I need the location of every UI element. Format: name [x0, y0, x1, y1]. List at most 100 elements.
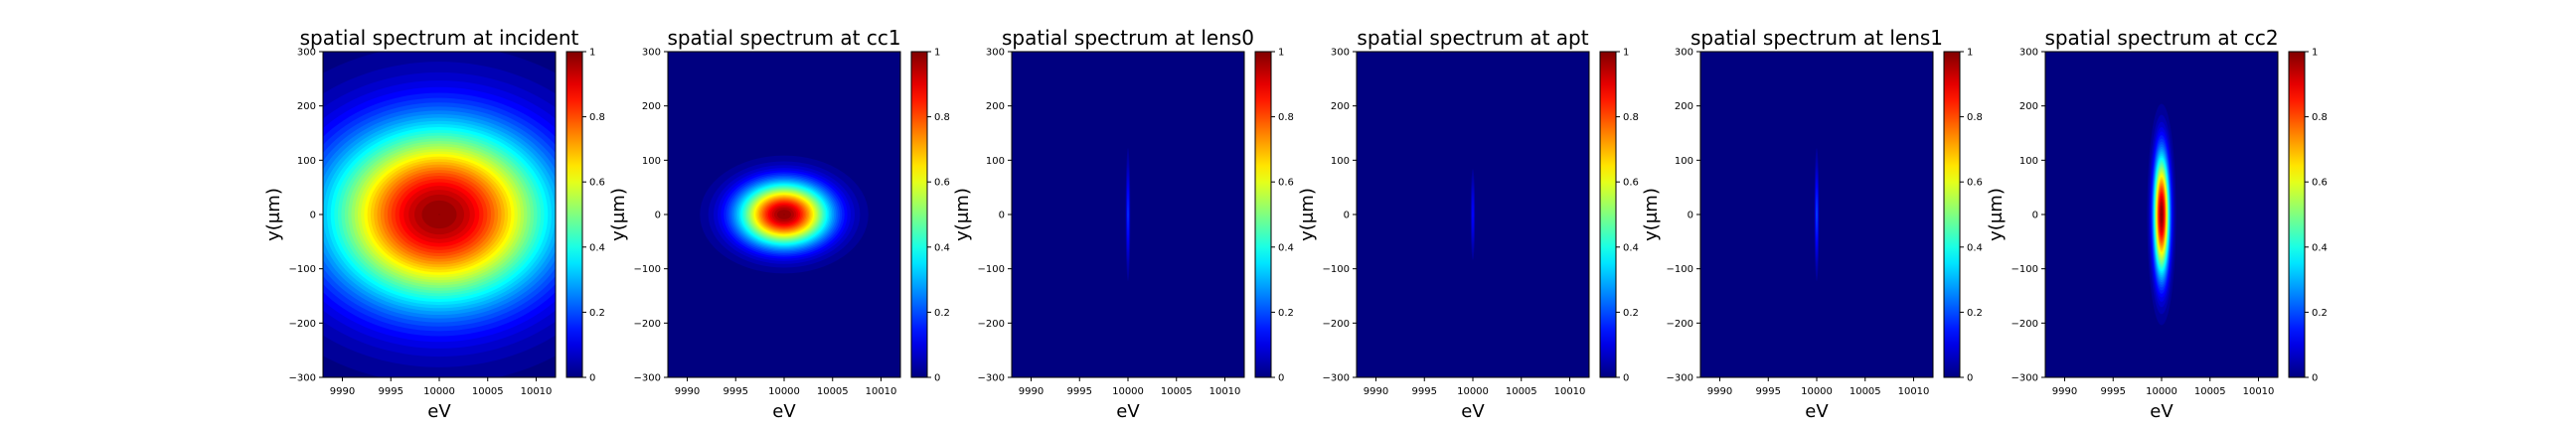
- y-tick-label: 300: [642, 48, 661, 59]
- y-axis-label: y(μm): [1297, 188, 1318, 241]
- chart-title: spatial spectrum at apt: [1357, 26, 1588, 50]
- x-tick-label: 10000: [1457, 386, 1489, 397]
- y-tick-label: −100: [289, 264, 316, 275]
- subplot-0: 9990 9995 10000 10005 10010 −300 −200 −100 0 100 2…: [263, 26, 605, 422]
- x-tick-label: 10010: [521, 386, 553, 397]
- colorbar-tick-label: 0: [2312, 373, 2318, 384]
- y-tick-label: 0: [655, 211, 661, 221]
- y-tick-label: −300: [634, 373, 661, 384]
- x-tick-label: 10005: [2194, 386, 2226, 397]
- y-axis-label: y(μm): [1986, 188, 2007, 241]
- colorbar-tick-label: 0: [589, 373, 595, 384]
- y-tick-label: −300: [2012, 373, 2038, 384]
- y-tick-label: −300: [1667, 373, 1693, 384]
- colorbar-tick-label: 1: [1623, 48, 1629, 59]
- colorbar-tick-label: 0: [1967, 373, 1973, 384]
- colorbar-tick-label: 0.2: [1967, 308, 1983, 319]
- x-tick-label: 10005: [1850, 386, 1881, 397]
- colorbar-tick-label: 0.2: [934, 308, 950, 319]
- colorbar-tick-label: 0.8: [589, 112, 605, 123]
- x-tick-label: 10010: [1554, 386, 1586, 397]
- y-tick-label: −300: [978, 373, 1005, 384]
- y-tick-label: 200: [1331, 101, 1350, 112]
- y-tick-label: −100: [978, 264, 1005, 275]
- x-axis-label: eV: [772, 401, 796, 422]
- colorbar-tick-label: 0.4: [2312, 242, 2328, 253]
- y-tick-label: −200: [978, 319, 1005, 330]
- y-tick-label: 0: [1688, 211, 1693, 221]
- colorbar-tick-label: 0: [934, 373, 940, 384]
- y-tick-label: 100: [2019, 156, 2038, 167]
- colorbar-tick-label: 0.6: [934, 178, 950, 189]
- y-tick-label: −200: [289, 319, 316, 330]
- y-tick-label: 0: [999, 211, 1005, 221]
- y-tick-label: 0: [1344, 211, 1350, 221]
- x-tick-label: 9995: [1412, 386, 1437, 397]
- y-axis-label: y(μm): [1641, 188, 1662, 241]
- colorbar-tick-label: 0.6: [589, 178, 605, 189]
- x-axis-label: eV: [1116, 401, 1140, 422]
- colorbar-tick-label: 0.6: [1623, 178, 1639, 189]
- y-tick-label: −100: [1323, 264, 1350, 275]
- x-tick-label: 10010: [2243, 386, 2275, 397]
- colorbar-tick-label: 0.8: [934, 112, 950, 123]
- colorbar-tick-label: 0.8: [1278, 112, 1294, 123]
- x-axis-label: eV: [427, 401, 451, 422]
- y-tick-label: 200: [986, 101, 1005, 112]
- colorbar-tick-label: 0.8: [1967, 112, 1983, 123]
- y-tick-label: −200: [1323, 319, 1350, 330]
- colorbar-tick-label: 1: [2312, 48, 2318, 59]
- x-tick-label: 9990: [330, 386, 355, 397]
- y-tick-label: −200: [1667, 319, 1693, 330]
- colorbar: [1254, 51, 1272, 378]
- subplot-2: 9990 9995 10000 10005 10010 −300 −200 −100 0 100 2…: [952, 26, 1294, 422]
- colorbar-tick-label: 0.6: [2312, 178, 2328, 189]
- x-tick-label: 10005: [817, 386, 849, 397]
- x-tick-label: 9990: [1364, 386, 1388, 397]
- y-tick-label: 100: [297, 156, 316, 167]
- colorbar-tick-label: 0: [1623, 373, 1629, 384]
- x-tick-label: 9990: [675, 386, 700, 397]
- x-tick-label: 10010: [866, 386, 897, 397]
- y-tick-label: 0: [310, 211, 316, 221]
- chart-title: spatial spectrum at lens0: [1002, 26, 1254, 50]
- x-tick-label: 10005: [1506, 386, 1537, 397]
- y-tick-label: 300: [1675, 48, 1693, 59]
- y-tick-label: 200: [2019, 101, 2038, 112]
- y-tick-label: −200: [2012, 319, 2038, 330]
- x-tick-label: 10005: [1161, 386, 1193, 397]
- subplot-4: 9990 9995 10000 10005 10010 −300 −200 −100 0 100 2…: [1641, 26, 1983, 422]
- colorbar-tick-label: 1: [934, 48, 940, 59]
- y-tick-label: 300: [297, 48, 316, 59]
- x-tick-label: 10010: [1898, 386, 1930, 397]
- x-tick-label: 9995: [1756, 386, 1781, 397]
- x-tick-label: 9995: [379, 386, 403, 397]
- chart-title: spatial spectrum at lens1: [1690, 26, 1943, 50]
- y-tick-label: −300: [1323, 373, 1350, 384]
- y-tick-label: 200: [642, 101, 661, 112]
- colorbar-tick-label: 0.4: [1967, 242, 1983, 253]
- y-tick-label: 300: [986, 48, 1005, 59]
- heatmap-spot: [1470, 169, 1476, 260]
- x-tick-label: 10000: [423, 386, 455, 397]
- y-tick-label: 300: [1331, 48, 1350, 59]
- subplot-5: 9990 9995 10000 10005 10010 −300 −200 −100 0 100 2…: [1986, 26, 2328, 422]
- subplot-3: 9990 9995 10000 10005 10010 −300 −200 −100 0 100 2…: [1297, 26, 1639, 422]
- colorbar-tick-label: 0.8: [1623, 112, 1639, 123]
- colorbar-tick-label: 0.2: [1278, 308, 1294, 319]
- y-tick-label: 100: [986, 156, 1005, 167]
- x-tick-label: 9995: [2101, 386, 2126, 397]
- y-tick-label: 0: [2032, 211, 2038, 221]
- x-tick-label: 9995: [1067, 386, 1092, 397]
- colorbar-tick-label: 0.2: [2312, 308, 2328, 319]
- heatmap-spot: [323, 52, 556, 377]
- y-tick-label: 200: [297, 101, 316, 112]
- x-tick-label: 10005: [472, 386, 504, 397]
- y-tick-label: 100: [1675, 156, 1693, 167]
- x-tick-label: 9990: [1019, 386, 1044, 397]
- x-axis-label: eV: [1461, 401, 1485, 422]
- x-tick-label: 10000: [1112, 386, 1144, 397]
- chart-title: spatial spectrum at cc2: [2044, 26, 2278, 50]
- y-tick-label: 300: [2019, 48, 2038, 59]
